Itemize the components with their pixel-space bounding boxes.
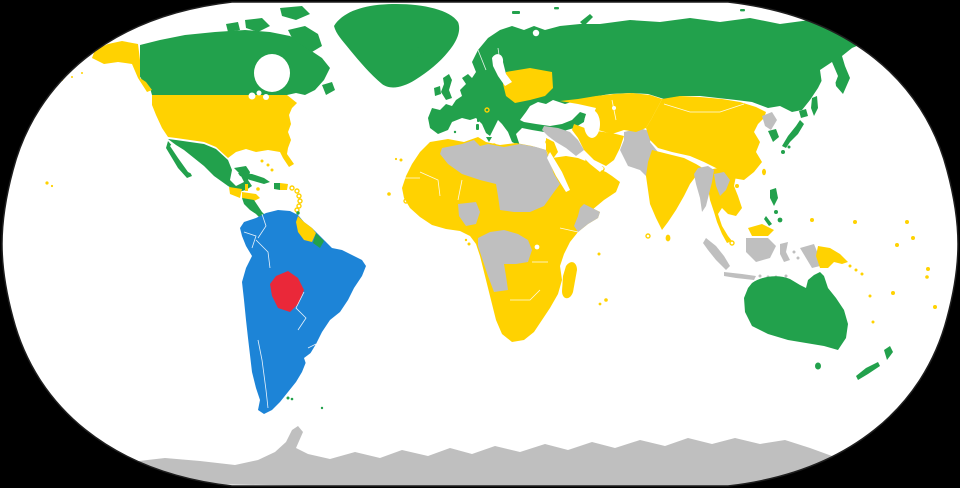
region-new-zealand — [856, 346, 893, 380]
region-south-america — [240, 210, 366, 414]
region-sahara-block — [440, 140, 560, 212]
region-hawaii — [45, 181, 54, 188]
region-greenland — [334, 4, 460, 88]
region-congo-angola-block — [478, 230, 532, 292]
region-bahamas — [260, 159, 274, 172]
region-hispaniola-west — [274, 183, 280, 190]
region-african-islands — [387, 157, 608, 306]
region-syria-iraq — [542, 126, 584, 156]
region-pacific-islands — [810, 218, 937, 324]
region-iceland — [409, 47, 424, 57]
region-north-korea — [762, 112, 777, 130]
region-brunei — [760, 227, 766, 233]
region-japan — [781, 109, 808, 154]
region-central-asia — [560, 93, 662, 134]
region-alaska — [92, 41, 152, 92]
region-india — [646, 150, 706, 230]
region-australia — [744, 272, 848, 350]
region-french-guiana — [313, 233, 324, 248]
region-papua-new-guinea — [816, 246, 848, 268]
region-solomon-islands — [848, 264, 864, 276]
region-somalia — [574, 204, 600, 232]
landmasses — [45, 4, 937, 486]
region-guyana-suriname — [296, 216, 316, 242]
region-south-georgia — [320, 406, 324, 410]
region-thailand-indochina — [706, 168, 742, 243]
region-hainan — [735, 184, 739, 188]
region-canadian-arctic-islands — [226, 6, 322, 52]
region-falkland-islands — [286, 396, 294, 401]
region-china-mongolia — [646, 96, 766, 180]
region-taiwan — [762, 168, 766, 176]
region-maldives — [645, 233, 651, 239]
region-cuba — [238, 173, 270, 184]
region-belize — [245, 184, 248, 191]
region-south-korea — [768, 129, 779, 142]
region-baja-california — [166, 141, 192, 178]
region-madagascar — [562, 262, 577, 299]
country-borders — [243, 47, 745, 409]
region-nigeria — [458, 202, 480, 226]
region-tasmania — [815, 362, 821, 370]
region-trinidad-and-tobago — [296, 211, 300, 215]
region-ukraine-belarus — [503, 68, 553, 103]
region-iran — [572, 124, 624, 166]
region-great-britain — [441, 74, 452, 100]
region-antarctica — [100, 426, 858, 486]
region-philippines — [764, 188, 783, 226]
region-guatemala — [229, 187, 242, 198]
region-myanmar — [694, 166, 714, 212]
region-mexico — [168, 139, 252, 192]
region-jamaica — [256, 187, 260, 191]
region-nicaragua-costa-rica-panama — [242, 198, 266, 220]
region-singapore — [729, 240, 735, 246]
region-ireland — [434, 86, 441, 96]
region-united-states — [152, 95, 297, 167]
region-laos — [714, 172, 730, 196]
region-europe-russia — [428, 18, 866, 146]
region-indonesia — [703, 238, 820, 280]
region-bolivia — [270, 271, 304, 312]
region-sakhalin — [811, 96, 818, 116]
region-gambia — [403, 198, 409, 204]
region-newfoundland — [322, 82, 335, 95]
region-hispaniola-east — [280, 183, 288, 190]
region-sri-lanka — [665, 234, 671, 242]
